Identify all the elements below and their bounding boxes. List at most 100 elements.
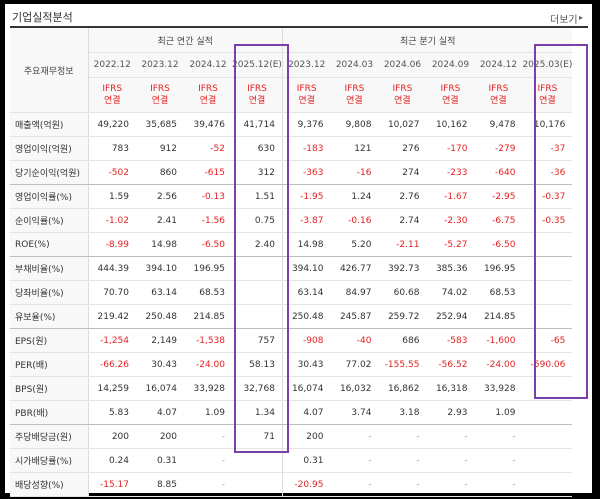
value-cell: 1.09 <box>474 400 523 425</box>
table-row: 당좌비율(%) 70.70 63.14 68.53 63.14 84.97 60.68 74.… <box>10 280 573 305</box>
table-row: 부채비율(%) 444.39 394.10 196.95 394.10 426.77 392… <box>10 256 573 281</box>
value-cell: 9,478 <box>474 112 523 137</box>
value-cell: 757 <box>232 328 283 353</box>
value-cell: 1.51 <box>232 184 283 209</box>
accounting-type-header: IFRS 연결 <box>426 77 475 113</box>
accounting-type-header: IFRS 연결 <box>232 77 283 113</box>
value-cell: 1.34 <box>232 400 283 425</box>
value-cell: - <box>474 448 523 473</box>
table-row: 주당배당금(원) 200 200-71 200- - - - <box>10 424 573 449</box>
value-cell: 4.07 <box>136 400 184 425</box>
value-cell: 200 <box>136 424 184 449</box>
accounting-type-header: IFRS 연결 <box>184 77 232 113</box>
value-cell: -1.56 <box>184 208 232 233</box>
value-cell: -640 <box>474 160 523 185</box>
value-cell: 444.39 <box>88 256 136 281</box>
value-cell <box>522 280 573 305</box>
value-cell <box>522 232 573 257</box>
chevron-right-icon[interactable]: ▸ <box>579 13 584 22</box>
value-cell: 10,162 <box>426 112 475 137</box>
value-cell: 2,149 <box>136 328 184 353</box>
value-cell: -233 <box>426 160 475 185</box>
period-header: 2024.12 <box>184 52 232 78</box>
value-cell: 0.31 <box>136 448 184 473</box>
row-label: EPS(원) <box>10 328 89 353</box>
value-cell: - <box>184 424 232 449</box>
value-cell: 200 <box>282 424 331 449</box>
value-cell: 250.48 <box>136 304 184 329</box>
table-row: 배당성향(%) -15.17 8.85- -20.95- - - - <box>10 472 573 497</box>
value-cell: 0.24 <box>88 448 136 473</box>
value-cell: 392.73 <box>378 256 427 281</box>
value-cell: 783 <box>88 136 136 161</box>
row-label: 당기순이익(억원) <box>10 160 89 185</box>
value-cell: 35,685 <box>136 112 184 137</box>
value-cell: -0.35 <box>522 208 573 233</box>
value-cell: 426.77 <box>330 256 379 281</box>
value-cell: 68.53 <box>474 280 523 305</box>
value-cell: 2.74 <box>378 208 427 233</box>
row-label: 영업이익(억원) <box>10 136 89 161</box>
table-row: PBR(배) 5.83 4.07 1.09 1.34 4.07 3.74 3.18 2.93 1.… <box>10 400 573 425</box>
value-cell: 630 <box>232 136 283 161</box>
period-header: 2024.06 <box>378 52 427 78</box>
row-label: PER(배) <box>10 352 89 377</box>
value-cell: -24.00 <box>474 352 523 377</box>
value-cell: - <box>184 472 232 497</box>
value-cell: - <box>426 472 475 497</box>
more-link[interactable]: 더보기 <box>550 15 578 26</box>
period-header: 2023.12 <box>282 52 331 78</box>
value-cell: - <box>426 448 475 473</box>
value-cell: -590.06 <box>522 352 573 377</box>
value-cell: 394.10 <box>136 256 184 281</box>
table-row: 순이익률(%) -1.02 2.41 -1.56 0.75 -3.87 -0.16 2.74-… <box>10 208 573 233</box>
value-cell: -8.99 <box>88 232 136 257</box>
period-header: 2024.12 <box>474 52 523 78</box>
accounting-type-header: IFRS 연결 <box>136 77 184 113</box>
value-cell: 274 <box>378 160 427 185</box>
value-cell: -0.16 <box>330 208 379 233</box>
value-cell: 1.09 <box>184 400 232 425</box>
value-cell: 3.74 <box>330 400 379 425</box>
value-cell: -6.75 <box>474 208 523 233</box>
value-cell: 0.75 <box>232 208 283 233</box>
value-cell: 10,176 <box>522 112 573 137</box>
value-cell: 3.18 <box>378 400 427 425</box>
row-label: 배당성향(%) <box>10 472 89 497</box>
value-cell: -1,600 <box>474 328 523 353</box>
table-row: EPS(원) -1,254 2,149 -1,538 757 -908 -40 686 -583… <box>10 328 573 353</box>
value-cell: 9,376 <box>282 112 331 137</box>
value-cell: -583 <box>426 328 475 353</box>
value-cell <box>232 472 283 497</box>
table-row: BPS(원) 14,259 16,074 33,928 32,768 16,074 16,0… <box>10 376 573 401</box>
value-cell: -1.95 <box>282 184 331 209</box>
value-cell: 71 <box>232 424 283 449</box>
value-cell: -65 <box>522 328 573 353</box>
value-cell: -36 <box>522 160 573 185</box>
value-cell: 252.94 <box>426 304 475 329</box>
value-cell: -40 <box>330 328 379 353</box>
value-cell: -1,538 <box>184 328 232 353</box>
period-header: 2023.12 <box>136 52 184 78</box>
value-cell: 1.59 <box>88 184 136 209</box>
value-cell: -20.95 <box>282 472 331 497</box>
value-cell: 32,768 <box>232 376 283 401</box>
value-cell: -5.27 <box>426 232 475 257</box>
accounting-type-header: IFRS 연결 <box>88 77 136 113</box>
value-cell: 10,027 <box>378 112 427 137</box>
value-cell: 276 <box>378 136 427 161</box>
table-row: PER(배) -66.26 30.43 -24.00 58.13 30.43 77.02 -1… <box>10 352 573 377</box>
value-cell <box>232 280 283 305</box>
value-cell: 250.48 <box>282 304 331 329</box>
value-cell: 74.02 <box>426 280 475 305</box>
value-cell: 68.53 <box>184 280 232 305</box>
value-cell: 912 <box>136 136 184 161</box>
value-cell: 14.98 <box>136 232 184 257</box>
value-cell: 16,862 <box>378 376 427 401</box>
value-cell: - <box>330 448 379 473</box>
value-cell <box>522 400 573 425</box>
value-cell: 245.87 <box>330 304 379 329</box>
value-cell: 385.36 <box>426 256 475 281</box>
value-cell: 8.85 <box>136 472 184 497</box>
value-cell: - <box>330 424 379 449</box>
